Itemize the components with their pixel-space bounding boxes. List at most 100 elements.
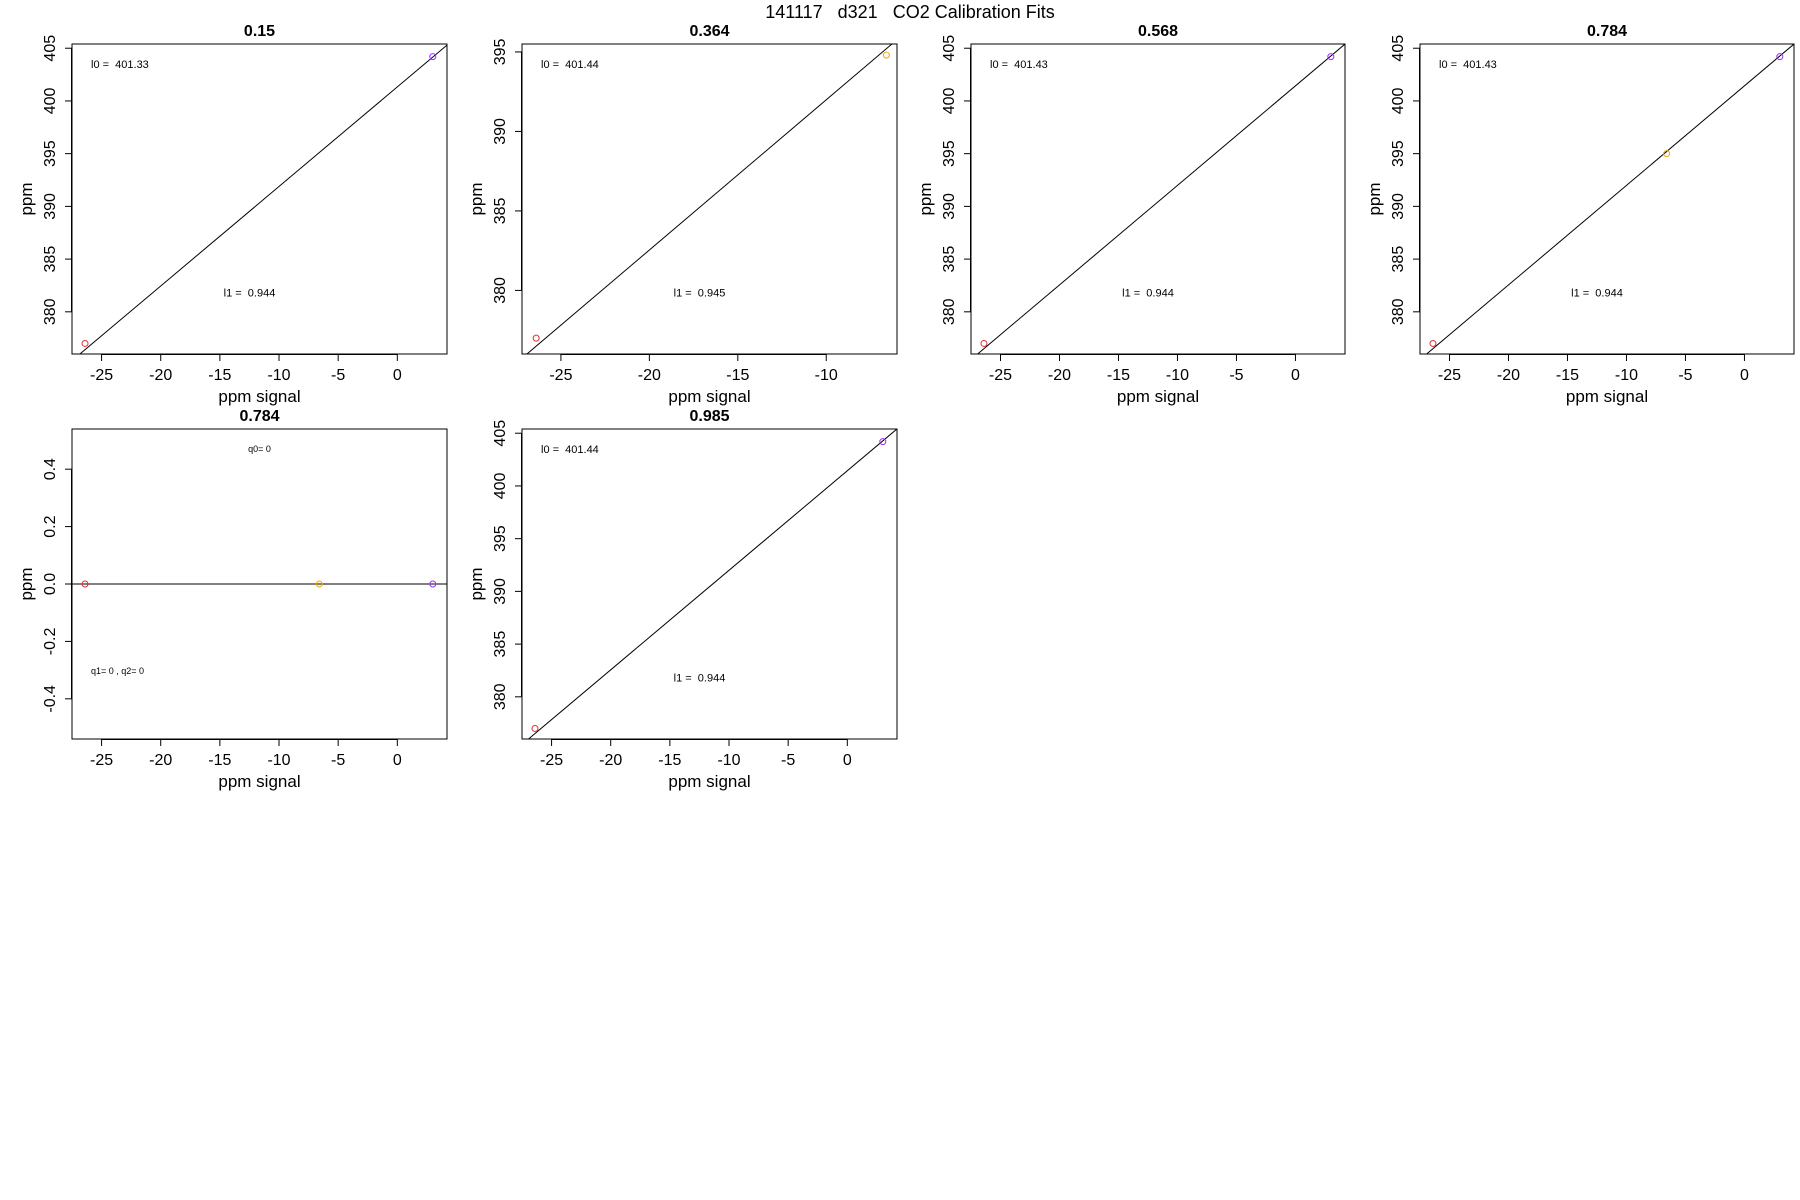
panel-5: -25 -20 -15 -10 -5 0 -0.4 -0.2 0.0 0.2 0.4 0.784 ppm… <box>17 408 448 791</box>
data-point <box>980 339 988 347</box>
x-tick-label: -5 <box>1678 367 1692 384</box>
data-point <box>1663 150 1671 158</box>
y-tick-label: 405 <box>42 35 59 62</box>
plot-box <box>71 43 448 355</box>
data-point <box>1327 53 1335 61</box>
panel-title: 0.985 <box>689 408 729 425</box>
y-tick-label: 380 <box>1390 298 1407 325</box>
x-tick-label: -10 <box>267 752 290 769</box>
x-tick-label: -10 <box>815 367 838 384</box>
x-tick-label: -20 <box>1497 367 1520 384</box>
panel-3: -25 -20 -15 -10 -5 0 380 385 390 395 400 405 0.568 pp… <box>916 23 1346 406</box>
y-tick-label: 405 <box>941 35 958 62</box>
data-point <box>882 51 890 59</box>
y-tick-label: 395 <box>42 140 59 167</box>
y-tick-label: 400 <box>42 87 59 114</box>
y-axis-label: ppm <box>467 182 486 215</box>
x-tick-label: -25 <box>549 367 572 384</box>
x-tick-label: -25 <box>90 752 113 769</box>
x-tick-label: -10 <box>1615 367 1638 384</box>
y-tick-label: 395 <box>941 140 958 167</box>
x-tick-label: -25 <box>989 367 1012 384</box>
x-axis-label: ppm signal <box>218 772 300 791</box>
panel-annotation: l1 = 0.944 <box>224 288 276 300</box>
panel-title: 0.364 <box>689 23 729 40</box>
data-point <box>81 580 89 588</box>
x-tick-label: -20 <box>149 367 172 384</box>
x-tick-label: -5 <box>331 752 345 769</box>
y-axis-label: ppm <box>916 182 935 215</box>
y-tick-label: 400 <box>492 472 509 499</box>
y-tick-label: 395 <box>1390 140 1407 167</box>
y-tick-label: 0.2 <box>42 515 59 537</box>
x-tick-label: -25 <box>540 752 563 769</box>
y-tick-label: 390 <box>42 193 59 220</box>
panel-title: 0.784 <box>239 408 279 425</box>
panel-4: -25 -20 -15 -10 -5 0 380 385 390 395 400 405 0.784 pp… <box>1365 23 1795 406</box>
x-axis-label: ppm signal <box>1566 387 1648 406</box>
x-tick-label: 0 <box>1291 367 1300 384</box>
y-tick-label: 400 <box>941 87 958 114</box>
y-axis-label: ppm <box>17 567 36 600</box>
panel-annotation: l0 = 401.44 <box>541 444 599 456</box>
x-tick-label: -15 <box>208 752 231 769</box>
plot-box <box>1419 43 1795 355</box>
panel-6: -25 -20 -15 -10 -5 0 380 385 390 395 400 405 0.985 pp… <box>467 408 898 791</box>
y-axis-label: ppm <box>467 567 486 600</box>
x-tick-label: -5 <box>781 752 795 769</box>
fit-line <box>527 429 897 739</box>
panel-2: -25 -20 -15 -10 380 385 390 395 0.364 ppm signal p… <box>467 23 898 406</box>
panel-title: 0.784 <box>1587 23 1627 40</box>
x-tick-label: -15 <box>658 752 681 769</box>
data-point <box>1429 339 1437 347</box>
y-tick-label: 405 <box>1390 35 1407 62</box>
y-tick-label: -0.2 <box>42 628 59 656</box>
panel-annotation: l0 = 401.44 <box>541 59 599 71</box>
data-point <box>315 580 323 588</box>
panel-annotation: l0 = 401.43 <box>990 59 1048 71</box>
fit-line <box>526 44 893 354</box>
y-tick-label: 380 <box>941 298 958 325</box>
y-tick-label: 385 <box>492 631 509 658</box>
panel-1: -25 -20 -15 -10 -5 0 380 385 390 395 400 405 0.15 ppm… <box>17 23 448 406</box>
y-tick-label: 380 <box>492 683 509 710</box>
y-tick-label: 390 <box>941 193 958 220</box>
x-tick-label: 0 <box>393 752 402 769</box>
x-axis-label: ppm signal <box>218 387 300 406</box>
x-tick-label: -15 <box>726 367 749 384</box>
x-tick-label: -25 <box>90 367 113 384</box>
panel-title: 0.15 <box>244 23 275 40</box>
plot-box <box>521 428 898 740</box>
y-tick-label: 0.4 <box>42 458 59 480</box>
panel-annotation: q1= 0 , q2= 0 <box>91 666 144 676</box>
x-tick-label: 0 <box>843 752 852 769</box>
y-axis-label: ppm <box>17 182 36 215</box>
y-tick-label: 405 <box>492 420 509 447</box>
x-tick-label: -10 <box>1166 367 1189 384</box>
x-tick-label: -10 <box>717 752 740 769</box>
x-tick-label: -15 <box>1107 367 1130 384</box>
plot-box <box>970 43 1346 355</box>
fit-line <box>1425 44 1794 354</box>
x-tick-label: -20 <box>599 752 622 769</box>
data-point <box>879 438 887 446</box>
x-tick-label: -20 <box>1048 367 1071 384</box>
x-tick-label: -5 <box>1229 367 1243 384</box>
data-point <box>532 334 540 342</box>
data-point <box>531 724 539 732</box>
panel-annotation: l0 = 401.43 <box>1439 59 1497 71</box>
y-tick-label: 385 <box>492 197 509 224</box>
y-tick-label: 380 <box>492 277 509 304</box>
x-tick-label: 0 <box>393 367 402 384</box>
y-tick-label: 385 <box>1390 246 1407 273</box>
panel-annotation: l1 = 0.944 <box>1571 288 1623 300</box>
y-tick-label: 380 <box>42 298 59 325</box>
y-tick-label: 400 <box>1390 87 1407 114</box>
x-tick-label: 0 <box>1740 367 1749 384</box>
x-tick-label: -20 <box>149 752 172 769</box>
x-tick-label: -25 <box>1438 367 1461 384</box>
data-point <box>81 339 89 347</box>
x-tick-label: -15 <box>208 367 231 384</box>
